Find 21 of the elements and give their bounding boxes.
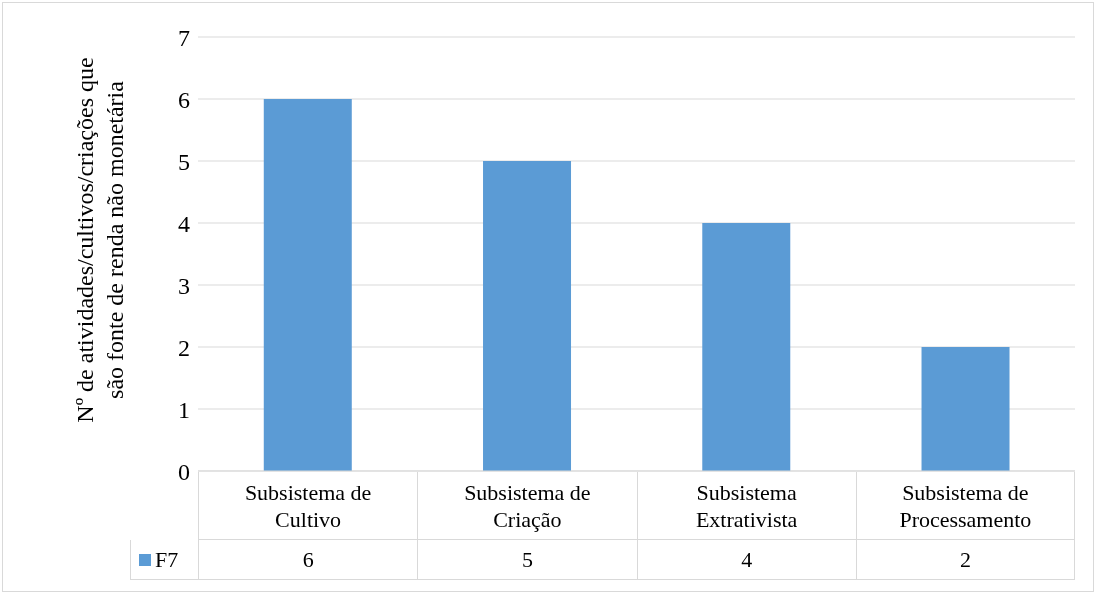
bar [263, 99, 352, 471]
y-tick-label: 7 [178, 24, 190, 51]
y-tick-label: 2 [178, 334, 190, 361]
legend-label: F7 [155, 546, 179, 573]
y-tick-label: 4 [178, 210, 190, 237]
x-tick-label: Subsistema de Cultivo [198, 472, 418, 540]
y-tick-label: 5 [178, 148, 190, 175]
data-label: 4 [636, 540, 856, 580]
y-tick-label: 1 [178, 396, 190, 423]
bar [921, 347, 1010, 471]
y-axis-title: Nº de atividades/cultivos/criações que são fonte de renda não monetária [71, 56, 129, 425]
y-tick-label: 3 [178, 272, 190, 299]
x-tick-label: Subsistema de Criação [417, 472, 637, 540]
x-tick-label: Subsistema de Processamento [855, 472, 1075, 540]
y-tick-label: 6 [178, 86, 190, 113]
y-tick-label: 0 [178, 458, 190, 485]
bar [483, 161, 572, 471]
data-label: 5 [417, 540, 637, 580]
data-label: 2 [855, 540, 1075, 580]
x-tick-label: Subsistema Extrativista [636, 472, 856, 540]
bar [702, 223, 791, 471]
